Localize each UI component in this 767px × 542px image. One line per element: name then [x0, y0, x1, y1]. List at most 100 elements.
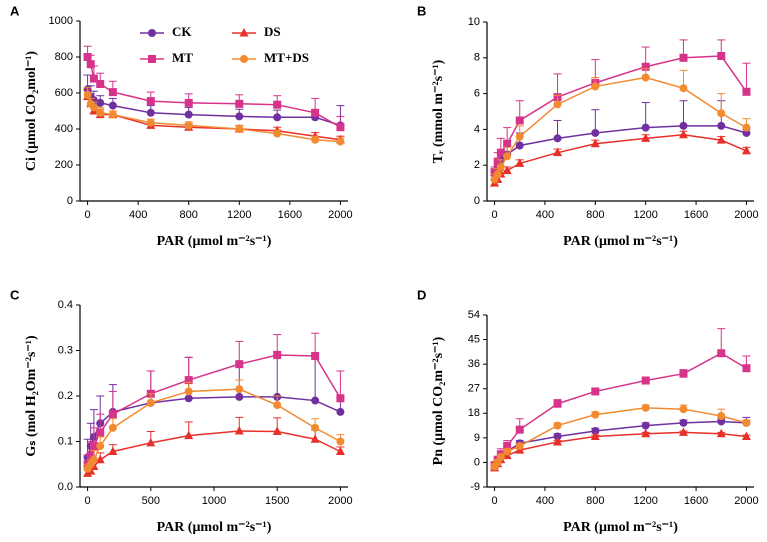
- data-point: [335, 446, 345, 456]
- data-point: [553, 134, 562, 143]
- data-point: [591, 128, 600, 137]
- data-point: [311, 423, 320, 432]
- data-point: [89, 103, 98, 112]
- x-tick-label: 1600: [684, 209, 708, 221]
- data-point: [591, 410, 600, 419]
- data-point: [89, 442, 98, 451]
- series-line: [86, 388, 341, 470]
- data-point: [336, 437, 345, 446]
- data-point: [591, 82, 600, 91]
- data-point: [553, 147, 563, 157]
- x-tick-label: 1600: [278, 209, 302, 221]
- data-point: [515, 158, 525, 167]
- x-tick-label: 400: [129, 209, 147, 221]
- data-point: [717, 412, 726, 421]
- data-point: [184, 394, 193, 403]
- data-point: [235, 392, 244, 401]
- y-tick-label: 6: [474, 88, 480, 100]
- data-point: [146, 398, 155, 407]
- y-tick-label: 400: [55, 123, 73, 135]
- data-point: [235, 99, 244, 108]
- y-tick-label: 0.4: [58, 299, 73, 311]
- x-tick-label: 400: [536, 209, 554, 221]
- y-axis-label: Tᵣ (mmol m⁻²s⁻¹): [431, 59, 446, 163]
- legend-marker: [239, 28, 249, 37]
- data-point: [83, 53, 92, 61]
- y-tick-label: 0: [474, 195, 480, 207]
- data-point: [503, 447, 512, 456]
- data-point: [741, 431, 751, 440]
- y-tick-label: 10: [468, 16, 480, 28]
- data-point: [108, 88, 117, 97]
- legend-marker: [240, 55, 248, 63]
- data-point: [641, 123, 650, 132]
- y-tick-label: 9: [474, 432, 480, 444]
- x-tick-label: 800: [180, 209, 198, 221]
- data-point: [184, 430, 194, 440]
- data-point: [641, 133, 651, 142]
- error-bar: [336, 370, 345, 399]
- data-point: [273, 113, 282, 122]
- data-point: [716, 428, 726, 438]
- data-point: [503, 139, 512, 148]
- data-point: [717, 109, 726, 118]
- series-line: [493, 134, 747, 184]
- y-axis-label: Ci (μmol CO₂mol⁻¹): [24, 51, 39, 171]
- data-point: [311, 108, 320, 117]
- y-tick-label: 36: [468, 358, 480, 370]
- data-point: [717, 52, 726, 61]
- data-point: [336, 394, 345, 403]
- data-point: [273, 129, 282, 138]
- data-point: [146, 118, 155, 127]
- x-tick-label: 1500: [265, 495, 289, 507]
- y-tick-label: 8: [474, 52, 480, 64]
- y-tick-label: 54: [468, 309, 480, 321]
- data-point: [515, 116, 524, 125]
- y-tick-label: 45: [468, 333, 480, 345]
- data-point: [146, 108, 155, 117]
- data-point: [641, 376, 650, 385]
- data-point: [83, 90, 92, 99]
- data-point: [273, 401, 282, 410]
- data-point: [496, 148, 505, 157]
- x-tick-label: 1000: [202, 495, 226, 507]
- y-axis-label: Gₛ (mol H₂Om⁻²s⁻¹): [24, 335, 39, 457]
- data-point: [678, 129, 688, 139]
- data-point: [108, 446, 118, 456]
- x-tick-label: 800: [586, 495, 604, 507]
- y-tick-label: 200: [55, 159, 73, 171]
- x-tick-label: 1200: [227, 209, 251, 221]
- data-point: [503, 442, 512, 451]
- data-point: [184, 98, 193, 107]
- y-tick-label: 600: [55, 87, 73, 99]
- data-point: [336, 407, 345, 416]
- data-point: [311, 396, 320, 405]
- x-tick-label: 0: [85, 209, 91, 221]
- data-point: [716, 135, 726, 144]
- data-point: [553, 100, 562, 109]
- data-point: [641, 428, 651, 438]
- data-point: [336, 123, 345, 132]
- data-point: [503, 152, 512, 161]
- x-tick-label: 2000: [734, 495, 758, 507]
- data-point: [146, 437, 156, 447]
- data-point: [108, 101, 117, 110]
- x-axis-label: PAR (μmol m⁻²s⁻¹): [563, 520, 678, 535]
- series-line: [493, 76, 747, 180]
- x-tick-label: 1200: [633, 495, 657, 507]
- x-tick-label: 500: [142, 495, 160, 507]
- y-tick-label: 0.0: [58, 481, 73, 493]
- data-point: [235, 125, 244, 133]
- data-point: [641, 421, 650, 430]
- data-point: [515, 442, 524, 451]
- data-point: [235, 112, 244, 121]
- y-tick-label: 4: [474, 123, 480, 135]
- data-point: [235, 385, 244, 394]
- y-tick-label: 2: [474, 159, 480, 171]
- data-point: [184, 110, 193, 119]
- legend-marker: [148, 55, 156, 63]
- data-point: [108, 423, 117, 432]
- series-line: [493, 55, 748, 173]
- data-point: [590, 138, 600, 148]
- x-tick-label: 0: [85, 495, 91, 507]
